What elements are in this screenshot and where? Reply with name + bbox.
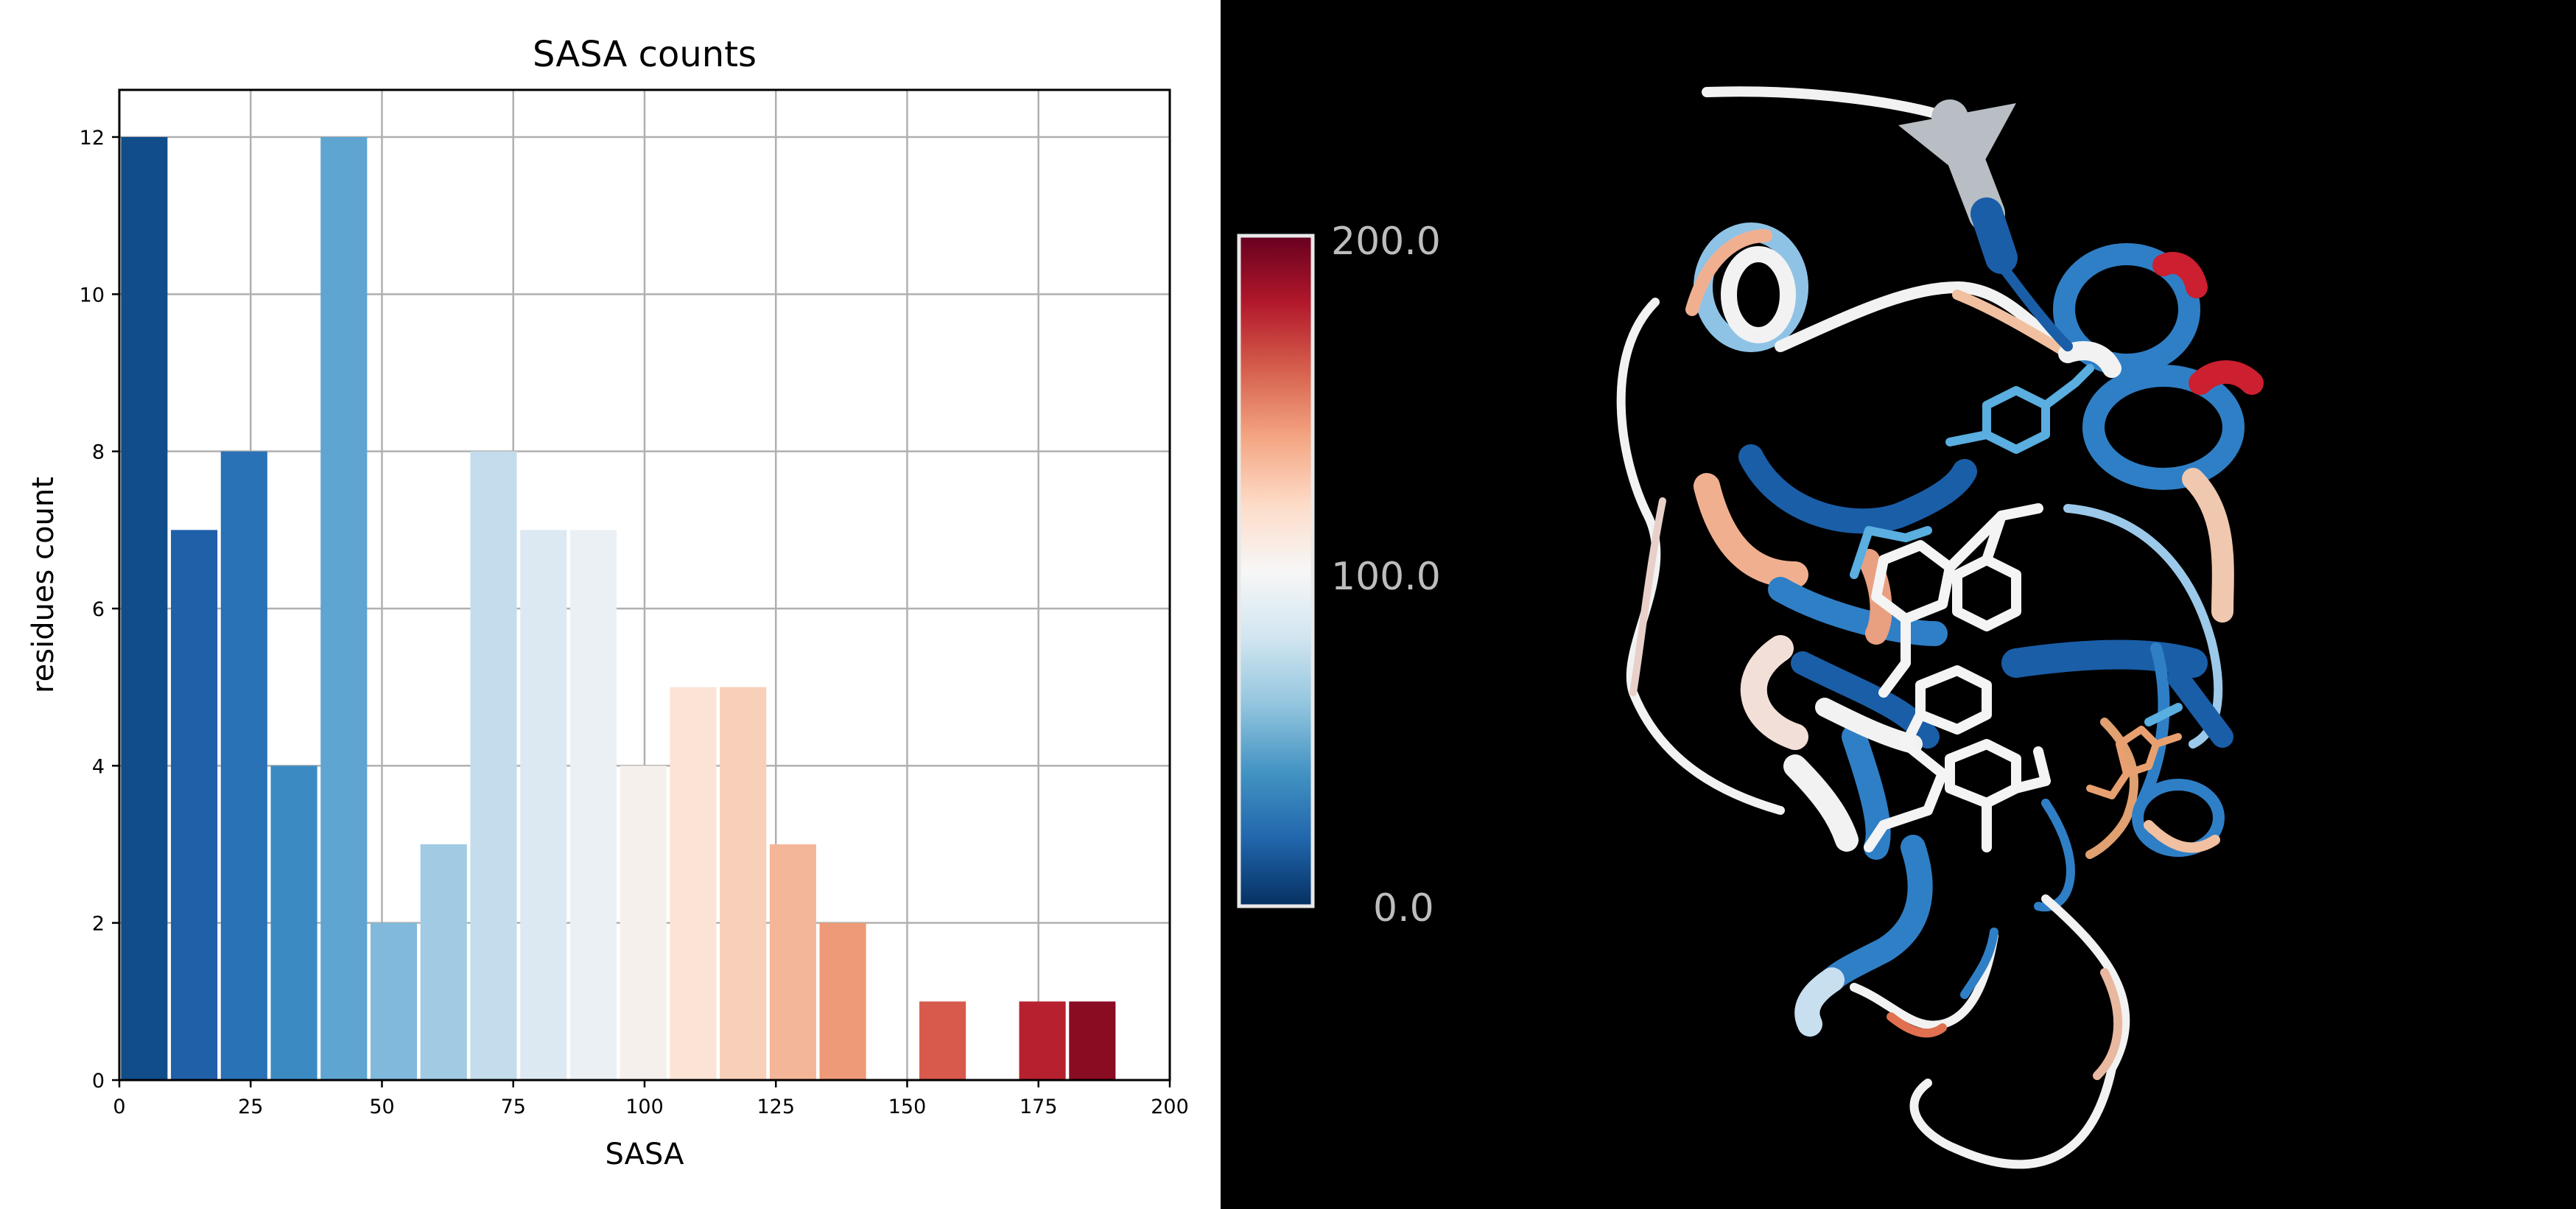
colorbar (1237, 234, 1315, 908)
bars (121, 137, 1116, 1080)
histogram-bar (121, 137, 168, 1080)
histogram-bar (670, 687, 717, 1080)
y-tick-label: 6 (92, 598, 105, 621)
y-tick-label: 12 (80, 127, 105, 150)
x-tick-label: 150 (888, 1096, 927, 1118)
colorbar-label-max: 200.0 (1331, 220, 1441, 264)
histogram-bar (919, 1001, 966, 1080)
protein-structure-view: 200.0 100.0 0.0 (1237, 86, 2264, 1169)
sasa-histogram-panel: 0 25 50 75 100 125 150 175 200 0 2 4 6 8 10 12 SASA co… (0, 0, 1221, 1209)
y-tick-label: 8 (92, 441, 105, 464)
x-tick-label: 100 (625, 1096, 664, 1118)
y-axis-label: residues count (27, 477, 60, 693)
histogram-bar (1019, 1001, 1066, 1080)
y-tick-label: 0 (92, 1070, 105, 1093)
x-tick-label: 50 (369, 1096, 394, 1118)
histogram-bar (220, 451, 267, 1080)
histogram-bar (320, 137, 368, 1080)
histogram-bar (819, 922, 866, 1080)
x-tick-label: 125 (757, 1096, 795, 1118)
protein-structure-panel: 200.0 100.0 0.0 (1221, 0, 2576, 1209)
x-tick-label: 200 (1151, 1096, 1189, 1118)
colorbar-label-mid: 100.0 (1331, 555, 1441, 599)
x-ticks: 0 25 50 75 100 125 150 175 200 (113, 1080, 1189, 1118)
chart-title: SASA counts (533, 34, 757, 75)
x-tick-label: 25 (238, 1096, 263, 1118)
histogram-bar (769, 844, 816, 1080)
histogram-bar (1069, 1001, 1116, 1080)
histogram-bar (520, 530, 567, 1080)
histogram-bar (171, 530, 218, 1080)
y-ticks: 0 2 4 6 8 10 12 (80, 127, 119, 1093)
histogram-bar (420, 844, 467, 1080)
y-tick-label: 4 (92, 755, 105, 778)
y-tick-label: 10 (80, 284, 105, 306)
sasa-histogram: 0 25 50 75 100 125 150 175 200 0 2 4 6 8 10 12 SASA co… (27, 34, 1189, 1171)
protein-ribbon (1616, 86, 2264, 1169)
x-axis-label: SASA (606, 1138, 685, 1171)
histogram-bar (620, 765, 667, 1080)
colorbar-label-min: 0.0 (1373, 886, 1434, 931)
histogram-bar (270, 765, 317, 1080)
histogram-bar (470, 451, 517, 1080)
x-tick-label: 175 (1019, 1096, 1058, 1118)
histogram-bar (569, 530, 617, 1080)
x-tick-label: 75 (501, 1096, 526, 1118)
histogram-bar (370, 922, 418, 1080)
y-tick-label: 2 (92, 913, 105, 936)
histogram-bar (720, 687, 767, 1080)
x-tick-label: 0 (113, 1096, 125, 1118)
